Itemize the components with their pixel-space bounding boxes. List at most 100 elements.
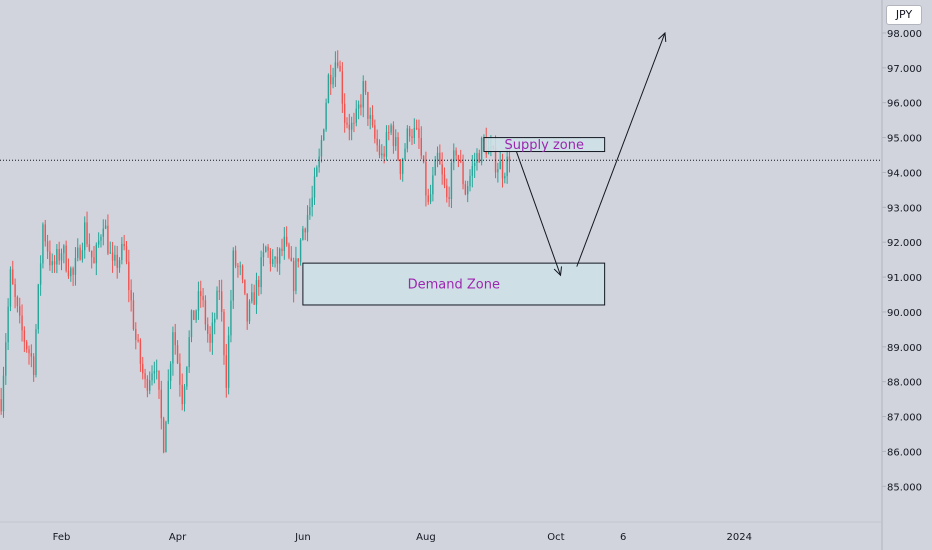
candle-body [14,284,16,297]
candle-body [436,152,439,160]
candle-body [121,243,123,261]
candle-body [267,246,269,251]
candle-body [190,310,193,338]
candle-body [473,162,476,166]
candle-body [422,155,425,163]
candle-body [304,228,306,233]
price-tick-label: 98.000 [887,29,922,40]
candle-body [476,153,478,163]
candle-body [337,62,339,66]
candle-body [125,246,128,262]
candle-body [376,138,378,146]
candle-body [364,81,367,93]
candle-body [466,186,469,195]
candle-body [290,257,292,261]
time-tick-label: Feb [53,532,71,543]
time-tick-label: Oct [547,532,564,543]
symbol-badge[interactable]: JPY [886,5,922,25]
candle-body [383,153,385,157]
candle-body [453,150,455,163]
candle-body [42,224,44,264]
candle-body [232,250,234,301]
candle-body [19,306,21,316]
candle-body [214,318,216,323]
candle-body [241,265,244,280]
candle-body [104,225,107,229]
candle-body [25,341,28,350]
price-tick-label: 93.000 [887,203,922,214]
candle-body [46,241,49,252]
candle-body [21,315,23,331]
candle-body [288,244,290,258]
up-arrow-line [576,32,666,267]
price-tick-label: 87.000 [887,413,922,424]
candle-body [443,174,446,186]
candle-body [90,250,93,258]
candle-body [132,300,135,330]
candle-body [357,104,360,109]
candle-body [102,228,104,237]
candle-body [399,159,402,174]
candle-body [167,380,169,422]
candle-body [88,244,91,251]
candle-body [327,74,330,103]
down-arrow-line [515,151,562,276]
candle-body [385,132,388,157]
candle-body [146,378,149,391]
candle-body [283,236,286,251]
price-axis[interactable]: 98.000 97.000 96.000 95.000 94.000 93.000 92.0… [882,29,922,493]
candle-body [413,127,416,138]
candle-body [216,290,218,319]
candle-body [460,160,462,163]
candle-body [397,137,399,160]
candle-body [9,269,12,307]
candle-body [56,248,58,265]
candle-body [330,74,332,85]
price-tick-label: 86.000 [887,447,922,458]
candle-body [172,332,174,364]
time-tick-label: 2024 [727,532,752,543]
candle-body [299,239,302,262]
candle-body [211,322,214,343]
candle-body [434,159,436,176]
candle-body [311,197,313,208]
candle-body [158,370,160,390]
candle-body [427,195,429,202]
candle-body [109,252,111,254]
candle-body [225,355,227,388]
candle-body [123,243,125,247]
demand-zone-label: Demand Zone [408,278,500,293]
candle-body [183,386,186,405]
candle-body [369,115,371,119]
candle-body [276,256,279,264]
candle-body [318,156,320,168]
candle-body [2,375,5,412]
candle-body [306,215,309,233]
down-arrow-head-icon [553,266,562,277]
up-arrow-head-icon [658,31,667,42]
candle-body [292,260,295,291]
candle-body [5,342,7,376]
candle-body [227,335,230,388]
candle-body [12,269,14,285]
candle-body [86,222,88,245]
time-axis[interactable]: Feb Apr Jun Aug Oct 6 2024 [53,532,752,543]
candle-body [281,248,283,251]
candle-body [395,137,397,147]
candle-body [332,77,334,85]
candle-body [81,250,84,260]
candle-body [295,258,297,291]
candle-body [153,371,156,374]
candle-body [339,65,341,72]
candle-body [234,250,237,266]
candle-body [450,162,453,199]
candle-body [142,363,144,374]
candle-body [84,222,86,251]
price-tick-label: 88.000 [887,378,922,389]
candle-body [51,261,53,266]
candle-body [130,290,132,301]
candle-body [274,256,276,260]
candle-body [446,185,448,198]
